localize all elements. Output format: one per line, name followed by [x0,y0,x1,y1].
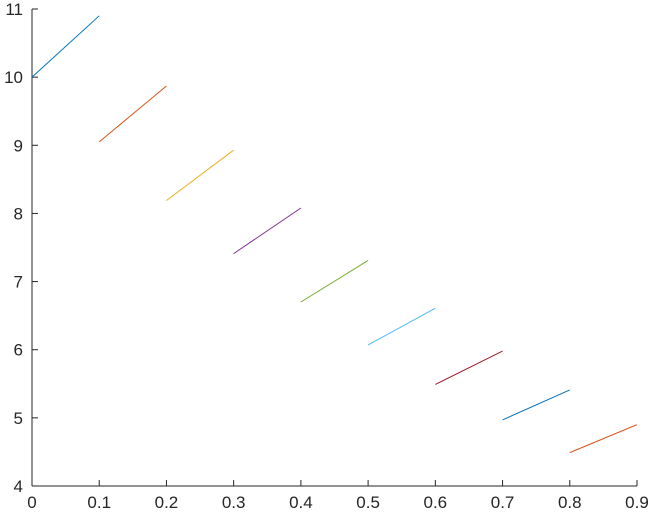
series-line-1 [31,15,100,78]
x-tick-label: 0.8 [558,493,582,512]
y-tick-label: 5 [14,409,23,428]
x-ticks: 0 0.1 0.2 0.3 0.4 0.5 0.6 0.7 0.8 0.9 [27,480,649,512]
series-group [31,15,638,454]
y-ticks: 4 5 6 7 8 9 10 11 [4,0,38,496]
x-tick-label: 0.6 [424,493,448,512]
series-line-2 [98,85,167,143]
x-tick-label: 0.1 [87,493,111,512]
y-tick-label: 9 [14,136,23,155]
y-tick-label: 7 [14,273,23,292]
y-tick-label: 4 [14,477,23,496]
x-tick-label: 0 [27,493,36,512]
y-tick-label: 10 [4,68,23,87]
series-line-6 [367,307,436,346]
y-tick-label: 11 [5,0,23,19]
series-line-9 [569,424,638,454]
x-tick-label: 0.9 [625,493,649,512]
series-line-8 [502,389,570,421]
series-line-3 [166,149,234,201]
y-tick-label: 8 [14,204,23,223]
axes [31,9,637,487]
x-tick-label: 0.2 [155,493,179,512]
x-tick-label: 0.3 [222,493,246,512]
series-line-5 [300,260,369,303]
x-tick-label: 0.5 [356,493,380,512]
x-tick-label: 0.7 [491,493,515,512]
x-tick-label: 0.4 [289,493,313,512]
series-line-7 [435,350,503,385]
y-tick-label: 6 [14,341,23,360]
series-line-4 [233,207,302,255]
